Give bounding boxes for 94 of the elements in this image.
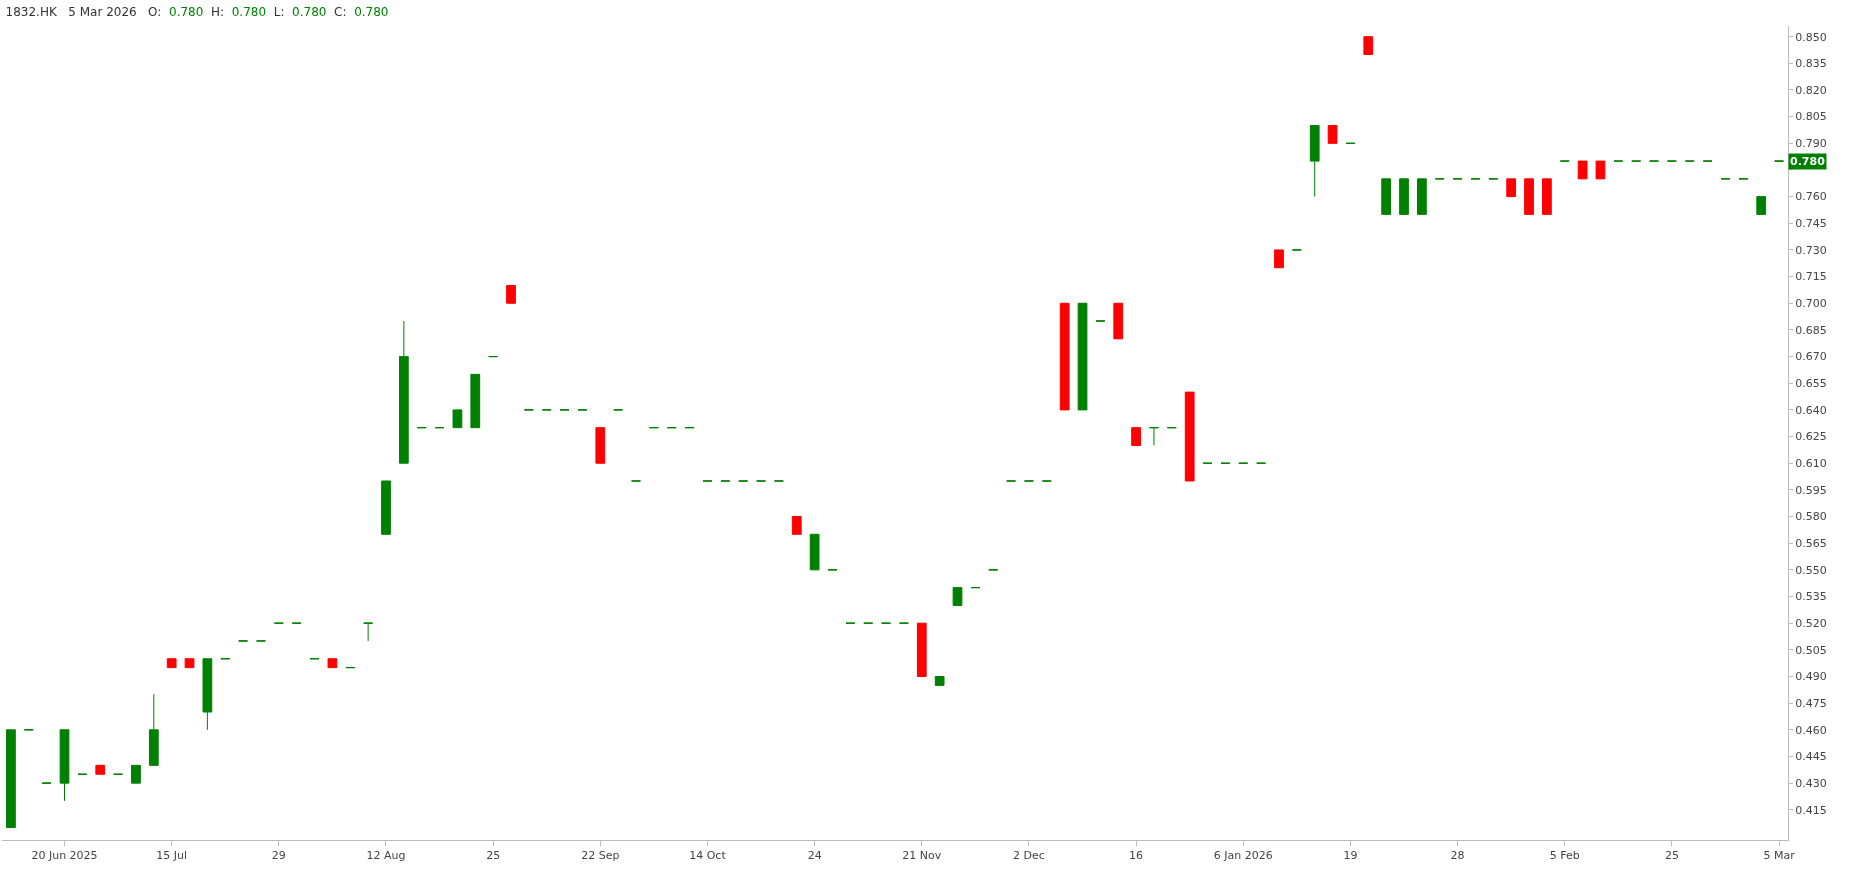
candlestick: [148, 693, 159, 766]
y-tick-label: 0.460: [1795, 723, 1827, 737]
y-tick-label: 0.520: [1795, 617, 1827, 631]
text: C:: [334, 5, 347, 20]
y-tick-label: 0.760: [1795, 190, 1827, 204]
y-tick-label: 0.700: [1795, 297, 1827, 311]
candlestick: [1077, 302, 1088, 411]
y-tick-label: 0.805: [1795, 110, 1827, 124]
candlestick: [1524, 178, 1534, 215]
x-tick-label: 28: [1450, 849, 1465, 863]
y-tick-label: 0.850: [1795, 30, 1827, 44]
y-tick-label: 0.550: [1795, 563, 1827, 577]
candlestick: [916, 622, 927, 677]
candlestick: [59, 729, 70, 802]
y-tick-label: 0.430: [1795, 776, 1827, 790]
candlestick: [1506, 178, 1517, 198]
y-tick-label: 0.475: [1795, 697, 1827, 710]
y-tick-label: 0.835: [1795, 57, 1827, 71]
candlestick: [1327, 125, 1338, 144]
candlestick: [952, 587, 963, 606]
x-tick-label: 6 Jan 2026: [1213, 849, 1273, 863]
candlestick: [1309, 125, 1320, 198]
text: 0.780: [292, 5, 327, 20]
candlestick: [95, 764, 106, 775]
x-tick-label: 29: [271, 849, 286, 863]
candlestick: [1416, 178, 1427, 215]
x-tick-label: 5 Mar: [1763, 849, 1796, 863]
y-tick-label: 0.625: [1795, 430, 1827, 444]
candlestick: [791, 516, 802, 535]
candlestick: [470, 373, 481, 429]
candlestick: [398, 320, 409, 464]
candlestick: [202, 658, 213, 731]
candlestick: [1542, 178, 1552, 215]
y-tick-label: 0.505: [1795, 643, 1827, 657]
y-tick-label: 0.670: [1795, 350, 1827, 364]
x-tick-label: 20 Jun 2025: [31, 849, 98, 863]
candlestick: [381, 480, 391, 535]
x-tick-label: 15 Jul: [156, 849, 188, 863]
candlestick: [1059, 302, 1070, 411]
x-tick-label: 14 Oct: [689, 849, 727, 863]
y-tick-label: 0.580: [1795, 510, 1827, 524]
candlestick: [184, 658, 195, 669]
text: 0.780: [231, 5, 267, 20]
x-tick-label: 22 Sep: [581, 849, 620, 863]
annotation: 0.780: [1790, 155, 1826, 168]
candlestick: [1113, 302, 1124, 340]
text: H:: [211, 5, 225, 20]
candlestick: [166, 658, 177, 669]
y-tick-label: 0.715: [1795, 270, 1827, 284]
y-tick-label: 0.415: [1795, 803, 1827, 817]
text: L:: [273, 5, 285, 20]
y-tick-label: 0.535: [1795, 590, 1827, 604]
y-tick-label: 0.640: [1795, 403, 1827, 417]
x-tick-label: 25: [486, 849, 501, 863]
candlestick: [6, 729, 16, 829]
x-tick-label: 16: [1129, 849, 1144, 863]
y-tick-label: 0.790: [1795, 137, 1827, 151]
candlestick: [1184, 391, 1195, 482]
y-tick-label: 0.565: [1795, 537, 1827, 551]
y-tick-label: 0.610: [1795, 457, 1827, 471]
x-tick-label: 24: [807, 849, 822, 863]
candlestick: [1274, 249, 1284, 269]
y-tick-label: 0.490: [1795, 670, 1827, 684]
candlestick: [1756, 196, 1767, 215]
candlestick: [452, 409, 463, 429]
x-tick-label: 25: [1664, 849, 1679, 863]
candlestick: [131, 764, 141, 784]
candlestick: [1399, 178, 1409, 215]
candlestick: [506, 284, 516, 304]
candlestick: [1577, 160, 1588, 180]
candlestick: [1381, 178, 1392, 215]
candlestick: [1363, 36, 1374, 55]
text: 0.780: [169, 5, 204, 20]
candlestick: [363, 622, 374, 642]
candlestick: [595, 427, 606, 464]
x-tick-label: 19: [1343, 849, 1358, 863]
y-tick-label: 0.745: [1795, 217, 1827, 231]
y-tick-label: 0.655: [1795, 377, 1827, 391]
candlestick: [809, 533, 820, 571]
x-tick-label: 21 Nov: [902, 849, 942, 863]
chart-title: 1832.HK 5 Mar 2026 O:: [5, 5, 162, 20]
candlestick: [327, 658, 338, 669]
y-tick-label: 0.595: [1795, 483, 1827, 497]
y-tick-label: 0.445: [1795, 750, 1827, 764]
x-tick-label: 2 Dec: [1013, 849, 1045, 863]
y-tick-label: 0.685: [1795, 323, 1827, 337]
y-tick-label: 0.730: [1795, 243, 1827, 257]
x-tick-label: 5 Feb: [1549, 849, 1580, 863]
candlestick: [1595, 160, 1606, 180]
y-tick-label: 0.820: [1795, 83, 1827, 97]
candlestick: [1131, 427, 1141, 446]
x-tick-label: 12 Aug: [366, 849, 406, 863]
candlestick: [934, 675, 945, 686]
text: 0.780: [354, 5, 389, 20]
